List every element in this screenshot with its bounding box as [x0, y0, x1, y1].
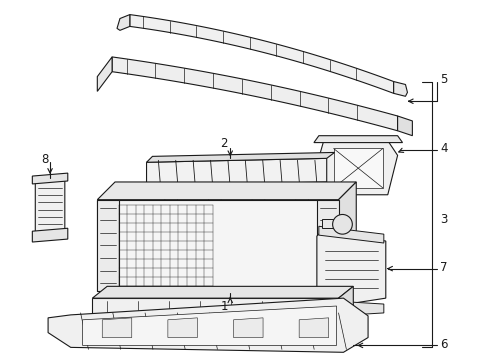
Polygon shape: [32, 173, 68, 184]
Polygon shape: [250, 186, 267, 204]
Text: 4: 4: [440, 142, 447, 155]
Circle shape: [333, 215, 352, 234]
Polygon shape: [397, 116, 413, 136]
Text: 7: 7: [440, 261, 447, 274]
Polygon shape: [207, 186, 222, 204]
Polygon shape: [314, 141, 397, 195]
Polygon shape: [317, 200, 339, 291]
Polygon shape: [98, 182, 356, 200]
Text: 8: 8: [42, 153, 49, 166]
Text: 2: 2: [220, 137, 228, 150]
Polygon shape: [334, 148, 383, 188]
Text: 3: 3: [440, 213, 447, 226]
Polygon shape: [339, 286, 353, 323]
Polygon shape: [294, 186, 310, 204]
Text: 1: 1: [220, 300, 228, 312]
Polygon shape: [98, 200, 119, 291]
Polygon shape: [93, 286, 353, 298]
Polygon shape: [163, 186, 179, 204]
Polygon shape: [147, 158, 327, 186]
Polygon shape: [393, 82, 408, 96]
Polygon shape: [168, 318, 197, 338]
Polygon shape: [98, 200, 339, 291]
Polygon shape: [112, 57, 397, 131]
Polygon shape: [319, 300, 384, 317]
Polygon shape: [322, 219, 337, 228]
Polygon shape: [339, 182, 356, 291]
Polygon shape: [35, 178, 65, 237]
Polygon shape: [317, 231, 386, 308]
Polygon shape: [102, 318, 132, 338]
Polygon shape: [48, 298, 368, 352]
Polygon shape: [32, 228, 68, 242]
Polygon shape: [299, 318, 329, 338]
Text: 6: 6: [440, 338, 447, 351]
Polygon shape: [98, 57, 112, 91]
Polygon shape: [234, 318, 263, 338]
Text: 5: 5: [440, 73, 447, 86]
Polygon shape: [130, 15, 393, 93]
Polygon shape: [319, 226, 384, 243]
Polygon shape: [117, 15, 130, 30]
Polygon shape: [82, 306, 337, 345]
Polygon shape: [314, 136, 402, 143]
Polygon shape: [147, 152, 335, 162]
Polygon shape: [93, 298, 339, 323]
